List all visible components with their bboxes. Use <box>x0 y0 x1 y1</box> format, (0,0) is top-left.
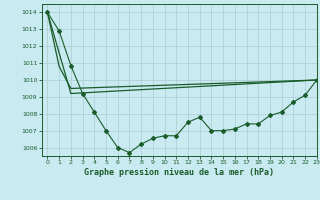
X-axis label: Graphe pression niveau de la mer (hPa): Graphe pression niveau de la mer (hPa) <box>84 168 274 177</box>
